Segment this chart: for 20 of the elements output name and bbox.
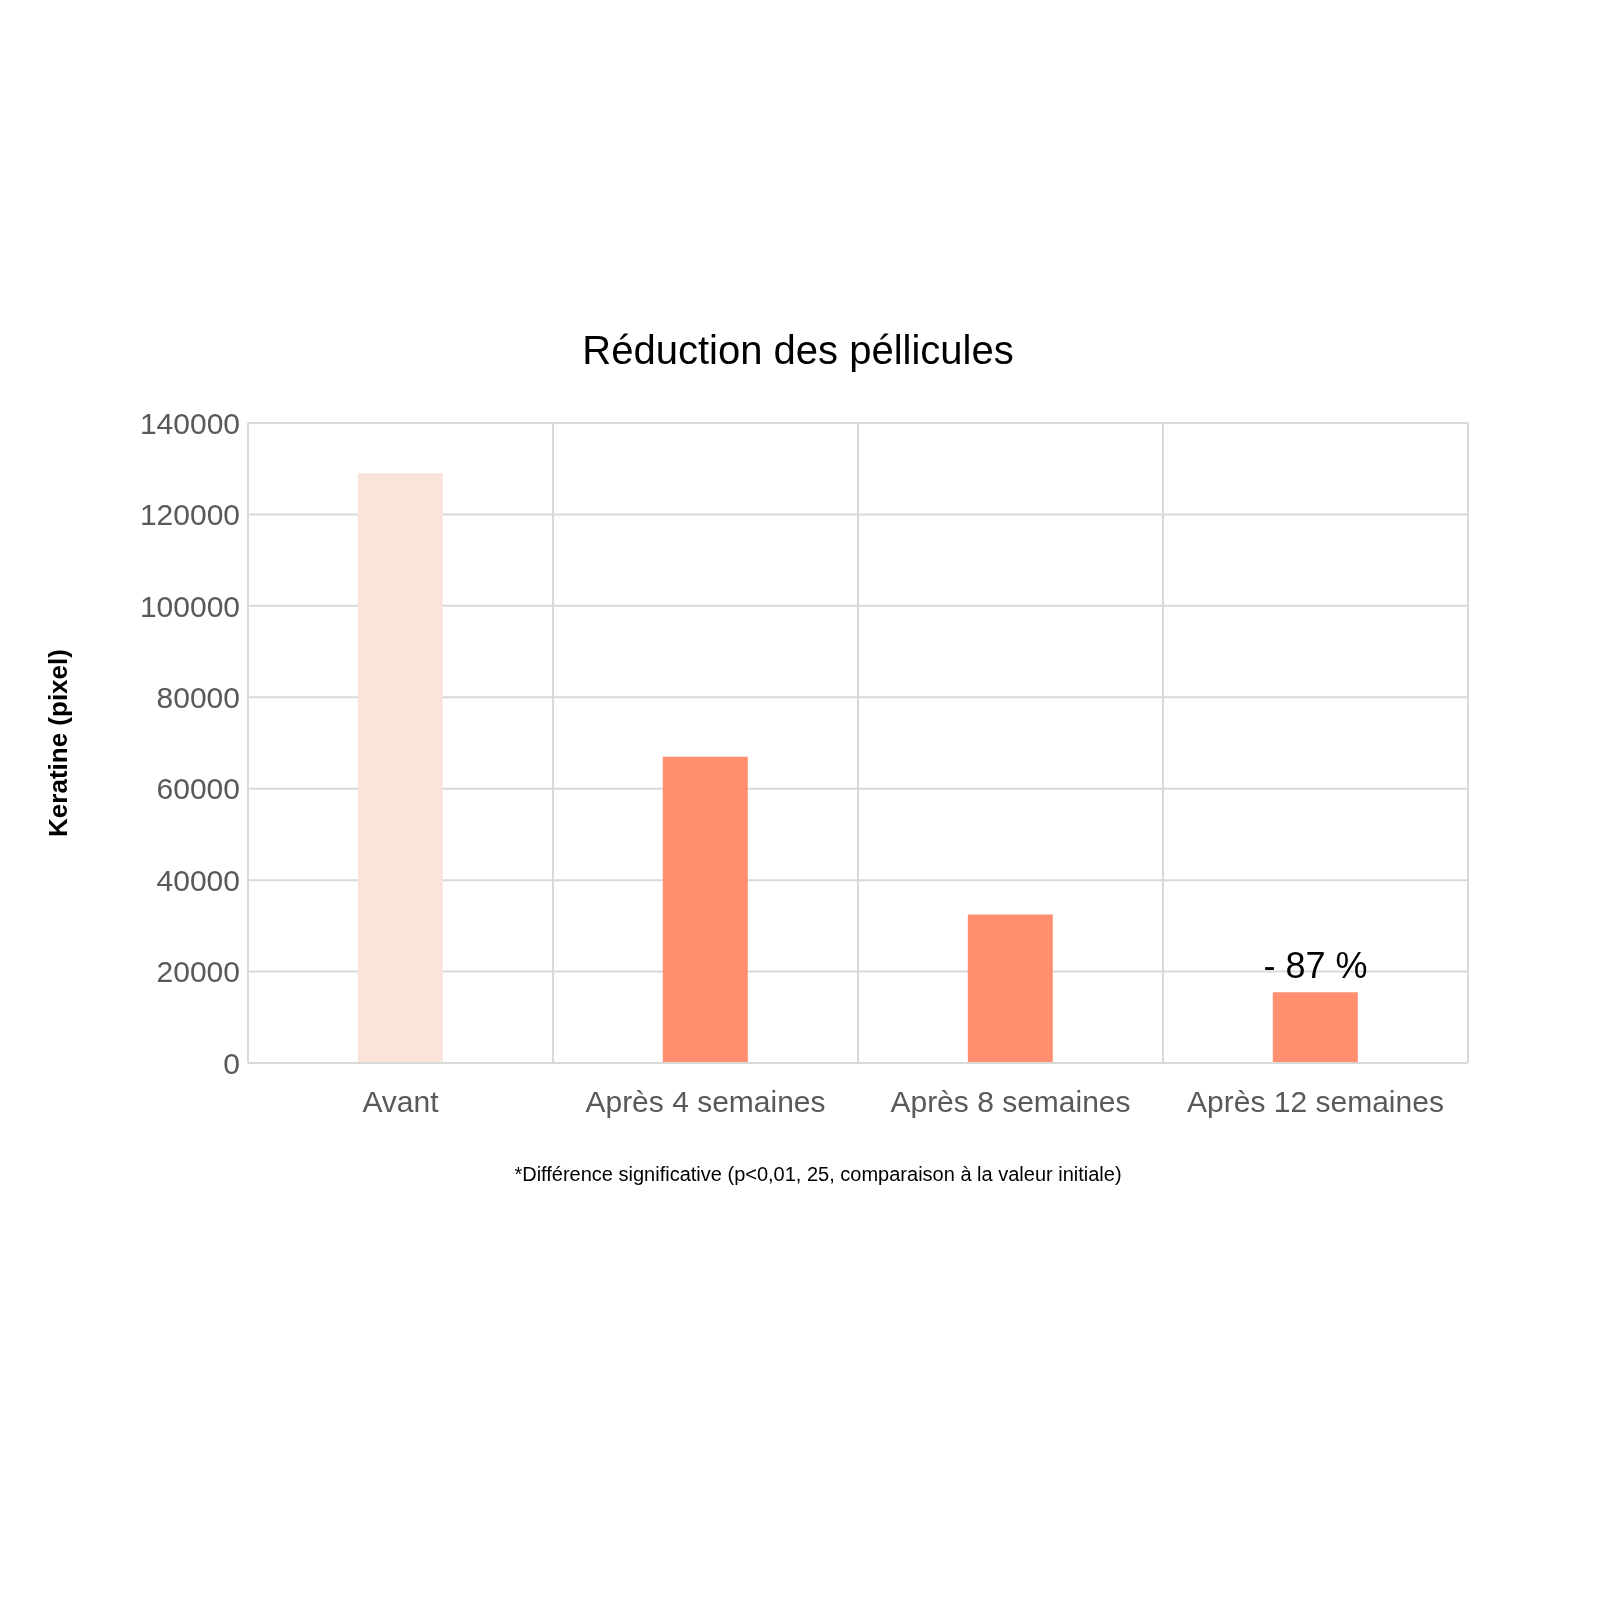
x-tick-label: Avant [362,1085,440,1119]
y-tick-label: 80000 [156,680,240,714]
chart-title: Réduction des péllicules [581,328,1015,373]
x-tick-label: Après 4 semaines [585,1085,826,1119]
bar [1272,992,1358,1063]
y-tick-label: 40000 [156,863,240,897]
y-tick-label: 100000 [139,589,240,623]
bar [357,473,443,1063]
y-tick-label: 140000 [139,406,240,440]
bar [662,756,748,1063]
text: *Différence significative (p<0,01, 25, comparaison à la valeur initiale) [513,1163,1123,1186]
y-tick-label: 20000 [156,955,240,989]
y-tick-label: 120000 [139,498,240,532]
y-tick-label: 0 [223,1046,240,1080]
y-axis-title: Keratine (pixel) [43,649,74,837]
annotation: - 87 % [1263,945,1368,987]
x-tick-label: Après 8 semaines [890,1085,1131,1119]
y-tick-label: 60000 [156,772,240,806]
bar [967,914,1053,1063]
x-tick-label: Après 12 semaines [1187,1085,1444,1119]
